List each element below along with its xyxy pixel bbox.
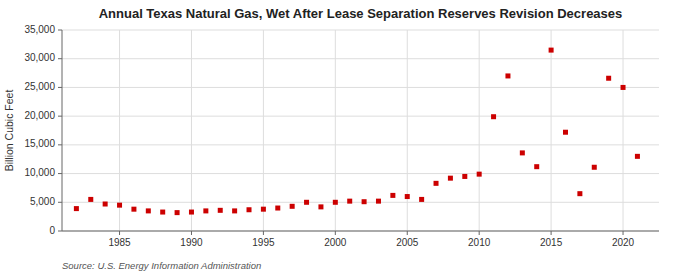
point xyxy=(477,172,482,177)
x-tick-label: 1995 xyxy=(252,237,275,248)
axes: 0 5,000 10,000 15,000 20,000 25,000 30,000 35,0… xyxy=(24,24,659,248)
point xyxy=(462,174,467,179)
y-tick-label: 35,000 xyxy=(24,24,55,35)
point xyxy=(318,204,323,209)
y-tick xyxy=(58,30,62,31)
y-grid-line xyxy=(62,144,659,145)
y-tick xyxy=(58,202,62,203)
point xyxy=(232,208,237,213)
point xyxy=(290,204,295,209)
y-axis-label: Billion Cubic Feet xyxy=(3,90,15,172)
y-tick xyxy=(58,173,62,174)
y-grid-line xyxy=(62,116,659,117)
y-grid-line xyxy=(62,202,659,203)
y-tick-label: 30,000 xyxy=(24,52,55,63)
x-tick xyxy=(191,231,192,235)
y-tick-label: 25,000 xyxy=(24,81,55,92)
point xyxy=(606,76,611,81)
x-tick xyxy=(623,231,624,235)
x-tick-label: 1990 xyxy=(180,237,203,248)
point xyxy=(103,202,108,207)
x-tick-label: 1985 xyxy=(108,237,131,248)
point xyxy=(448,176,453,181)
point xyxy=(505,73,510,78)
x-tick xyxy=(551,231,552,235)
point xyxy=(376,199,381,204)
point xyxy=(304,200,309,205)
point xyxy=(563,130,568,135)
point xyxy=(218,208,223,213)
point xyxy=(577,191,582,196)
x-grid-line xyxy=(551,30,552,231)
x-tick xyxy=(263,231,264,235)
x-tick-label: 2005 xyxy=(396,237,419,248)
point xyxy=(261,207,266,212)
point xyxy=(434,181,439,186)
point xyxy=(146,208,151,213)
x-tick-label: 2000 xyxy=(324,237,347,248)
y-tick xyxy=(58,87,62,88)
source: Source: U.S. Energy Information Administ… xyxy=(62,260,261,271)
point xyxy=(117,203,122,208)
point xyxy=(275,206,280,211)
point xyxy=(333,200,338,205)
grid xyxy=(62,30,659,231)
y-grid-line xyxy=(62,58,659,59)
y-tick-label: 10,000 xyxy=(24,167,55,178)
point xyxy=(88,197,93,202)
point xyxy=(175,210,180,215)
title: Annual Texas Natural Gas, Wet After Leas… xyxy=(99,6,623,21)
x-tick xyxy=(479,231,480,235)
point xyxy=(362,199,367,204)
point xyxy=(390,193,395,198)
point xyxy=(160,210,165,215)
y-grid-line xyxy=(62,30,659,31)
points xyxy=(74,48,640,216)
point xyxy=(74,206,79,211)
point xyxy=(247,207,252,212)
y-grid-line xyxy=(62,173,659,174)
y-grid-line xyxy=(62,87,659,88)
y-tick-label: 20,000 xyxy=(24,110,55,121)
point xyxy=(520,150,525,155)
x-tick-label: 2015 xyxy=(540,237,563,248)
chart: 0 5,000 10,000 15,000 20,000 25,000 30,000 35,0… xyxy=(0,0,675,275)
y-tick xyxy=(58,231,62,232)
x-grid-line xyxy=(191,30,192,231)
y-tick-label: 5,000 xyxy=(30,196,55,207)
x-tick xyxy=(335,231,336,235)
point xyxy=(203,208,208,213)
point xyxy=(491,114,496,119)
y-tick xyxy=(58,116,62,117)
point xyxy=(405,194,410,199)
x-grid-line xyxy=(119,30,120,231)
x-tick xyxy=(119,231,120,235)
y-grid-line xyxy=(62,231,659,232)
x-tick xyxy=(407,231,408,235)
x-grid-line xyxy=(623,30,624,231)
point xyxy=(189,210,194,215)
x-tick-label: 2010 xyxy=(468,237,491,248)
point xyxy=(621,85,626,90)
y-tick xyxy=(58,144,62,145)
point xyxy=(592,165,597,170)
point xyxy=(347,199,352,204)
y-tick-label: 0 xyxy=(49,225,55,236)
point xyxy=(131,207,136,212)
point xyxy=(549,48,554,53)
point xyxy=(635,154,640,159)
point xyxy=(419,197,424,202)
point xyxy=(534,164,539,169)
y-tick xyxy=(58,58,62,59)
x-axis-line xyxy=(62,231,659,232)
x-grid-line xyxy=(263,30,264,231)
y-tick-label: 15,000 xyxy=(24,138,55,149)
x-grid-line xyxy=(479,30,480,231)
y-axis-line xyxy=(62,30,63,231)
x-tick-label: 2020 xyxy=(612,237,635,248)
x-grid-line xyxy=(407,30,408,231)
